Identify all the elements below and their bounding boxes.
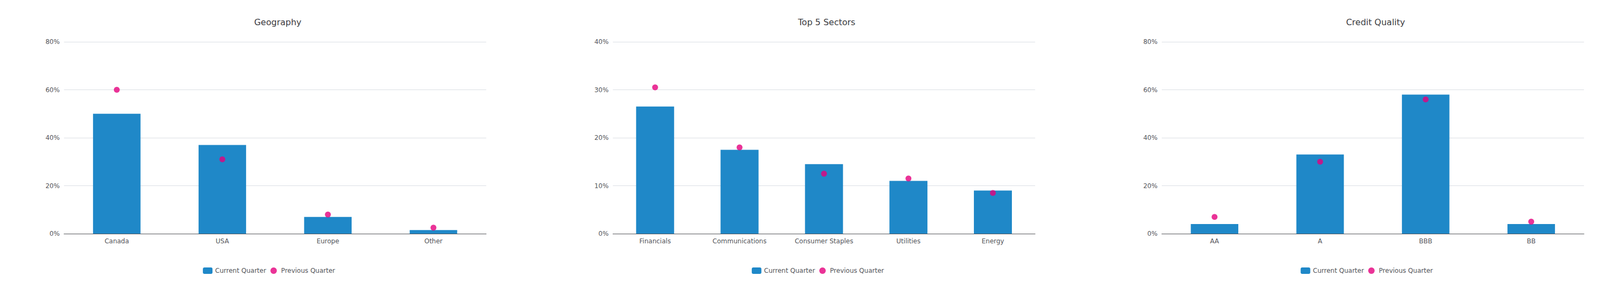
- svg-text:Previous Quarter: Previous Quarter: [1378, 266, 1434, 274]
- svg-text:Top 5 Sectors: Top 5 Sectors: [797, 17, 856, 28]
- svg-text:30%: 30%: [594, 86, 609, 94]
- svg-text:Previous Quarter: Previous Quarter: [280, 266, 335, 274]
- svg-text:40%: 40%: [1143, 133, 1158, 142]
- svg-text:10%: 10%: [594, 181, 609, 190]
- svg-text:40%: 40%: [594, 37, 609, 46]
- svg-text:Europe: Europe: [316, 237, 340, 245]
- svg-text:A: A: [1317, 237, 1323, 245]
- svg-text:Utilities: Utilities: [896, 237, 921, 245]
- svg-text:0%: 0%: [598, 229, 609, 238]
- svg-text:Current Quarter: Current Quarter: [1313, 266, 1365, 274]
- svg-text:0%: 0%: [49, 229, 60, 238]
- svg-text:Communications: Communications: [712, 237, 767, 245]
- svg-text:0%: 0%: [1147, 229, 1158, 238]
- svg-text:BBB: BBB: [1419, 237, 1433, 245]
- svg-text:Energy: Energy: [981, 237, 1004, 245]
- svg-text:80%: 80%: [45, 37, 60, 46]
- svg-text:20%: 20%: [1143, 181, 1158, 190]
- svg-text:60%: 60%: [45, 86, 60, 94]
- svg-text:Financials: Financials: [639, 237, 672, 245]
- svg-text:Credit Quality: Credit Quality: [1345, 17, 1405, 28]
- svg-text:Current Quarter: Current Quarter: [215, 266, 266, 274]
- svg-text:BB: BB: [1526, 237, 1536, 245]
- svg-text:Canada: Canada: [104, 237, 129, 245]
- svg-text:20%: 20%: [594, 133, 609, 142]
- svg-text:Other: Other: [424, 237, 443, 245]
- svg-text:Current Quarter: Current Quarter: [764, 266, 815, 274]
- svg-text:60%: 60%: [1143, 86, 1158, 94]
- svg-text:40%: 40%: [45, 133, 60, 142]
- svg-text:AA: AA: [1209, 237, 1220, 245]
- svg-text:Consumer Staples: Consumer Staples: [794, 237, 853, 245]
- svg-text:20%: 20%: [45, 181, 60, 190]
- svg-text:Previous Quarter: Previous Quarter: [829, 266, 885, 274]
- svg-text:80%: 80%: [1143, 37, 1158, 46]
- svg-text:USA: USA: [215, 237, 230, 245]
- svg-text:Geography: Geography: [254, 17, 302, 28]
